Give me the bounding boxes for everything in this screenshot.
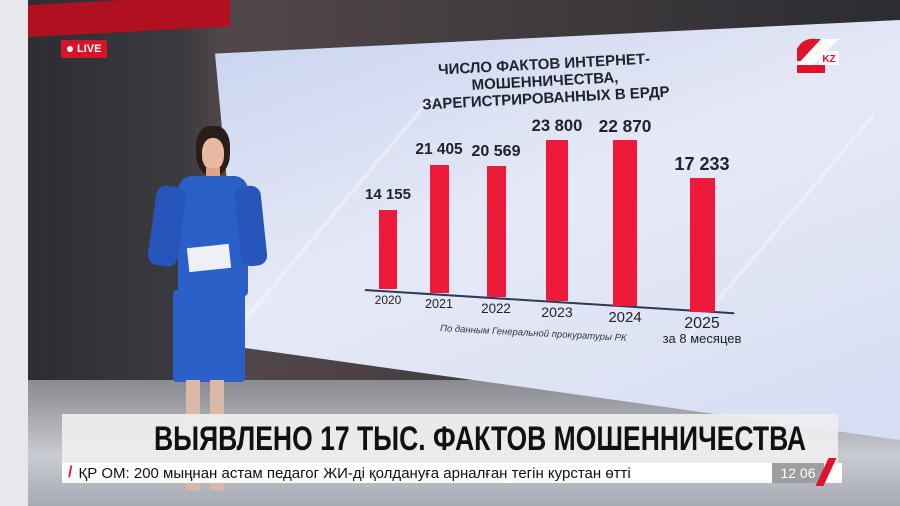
- studio-pillar: [0, 0, 28, 506]
- ticker-slash-icon: /: [68, 464, 73, 481]
- category-label: 2024: [608, 310, 641, 325]
- svg-text:KZ: KZ: [822, 54, 835, 65]
- bar-2024: [613, 140, 637, 307]
- category-label: 2025 за 8 месяцев: [662, 315, 742, 347]
- year-label: 2023: [541, 304, 573, 321]
- category-label: 2020: [375, 293, 402, 308]
- value-label: 17 233: [674, 153, 730, 174]
- headline-text: ВЫЯВЛЕНО 17 ТЫС. ФАКТОВ МОШЕННИЧЕСТВА: [153, 420, 807, 458]
- ticker-text: ҚР ОМ: 200 мыңнан астам педагог ЖИ-ді қо…: [78, 464, 631, 482]
- bar-2021: [429, 165, 449, 293]
- year-label: 2022: [481, 300, 511, 316]
- bar-2023: [546, 139, 568, 302]
- category-label: 2021: [425, 297, 453, 312]
- news-ticker: / ҚР ОМ: 200 мыңнан астам педагог ЖИ-ді …: [62, 463, 842, 483]
- value-label: 14 155: [365, 185, 411, 203]
- category-note: за 8 месяцев: [662, 331, 742, 346]
- category-label: 2022: [481, 301, 511, 316]
- value-label: 20 569: [471, 142, 521, 161]
- chart-source: По данным Генеральной прокуратуры РК: [439, 323, 627, 344]
- live-badge: LIVE: [61, 40, 108, 58]
- headline-caption: ВЫЯВЛЕНО 17 ТЫС. ФАКТОВ МОШЕННИЧЕСТВА: [62, 414, 838, 464]
- year-label: 2020: [374, 293, 402, 307]
- chart-title: ЧИСЛО ФАКТОВ ИНТЕРНЕТ-МОШЕННИЧЕСТВА, ЗАР…: [379, 47, 711, 115]
- bar-2020: [379, 209, 397, 289]
- value-label: 21 405: [415, 141, 463, 159]
- clock: 12 06: [772, 463, 824, 483]
- year-label: 2024: [608, 309, 642, 327]
- value-label: 23 800: [531, 115, 583, 135]
- value-label: 22 870: [598, 116, 652, 137]
- channel-logo: KZ: [795, 35, 840, 75]
- bar-2025: [689, 177, 715, 312]
- year-label: 2021: [424, 296, 454, 311]
- category-label: 2023: [541, 305, 572, 320]
- bar-2022: [486, 166, 506, 297]
- year-label: 2025: [684, 315, 720, 332]
